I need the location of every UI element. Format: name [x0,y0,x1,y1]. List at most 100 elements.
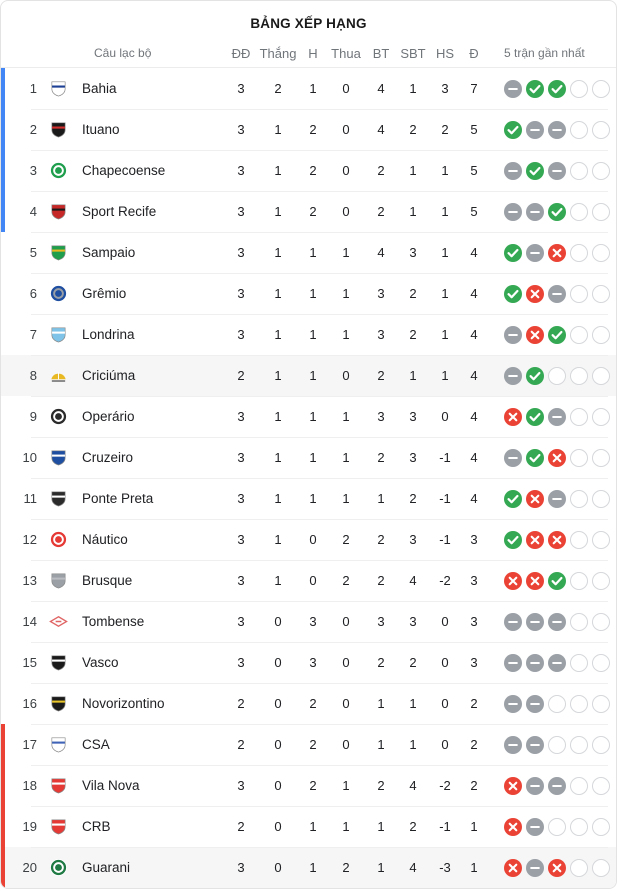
team-name[interactable]: Vila Nova [82,778,140,793]
table-row[interactable]: 1 Bahia 3 2 1 0 4 1 3 7 [1,68,616,109]
points-value: 4 [470,286,478,301]
table-row[interactable]: 15 Vasco 3 0 3 0 2 2 0 3 [1,642,616,683]
table-row[interactable]: 8 Criciúma 2 1 1 0 2 1 1 4 [1,355,616,396]
points-value: 4 [470,409,478,424]
table-row[interactable]: 9 Operário 3 1 1 1 3 3 0 4 [1,396,616,437]
losses-value: 1 [342,245,350,260]
form-badge-loss [526,325,544,344]
form-badge-loss [504,776,522,795]
losses-value: 1 [342,778,350,793]
table-row[interactable]: 18 Vila Nova 3 0 2 1 2 4 -2 2 [1,765,616,806]
team-name[interactable]: Londrina [82,327,135,342]
form-badge-none [592,284,610,303]
table-row[interactable]: 6 Grêmio 3 1 1 1 3 2 1 4 [1,273,616,314]
table-row[interactable]: 19 CRB 2 0 1 1 1 2 -1 1 [1,806,616,847]
zone-indicator-bar [1,273,5,314]
table-row[interactable]: 5 Sampaio 3 1 1 1 4 3 1 4 [1,232,616,273]
losses-value: 0 [342,163,350,178]
team-name[interactable]: CRB [82,819,111,834]
team-name[interactable]: Bahia [82,81,117,96]
form-badge-draw [504,735,522,754]
rank-value: 15 [22,655,37,670]
table-row[interactable]: 10 Cruzeiro 3 1 1 1 2 3 -1 4 [1,437,616,478]
draws-value: 1 [309,819,317,834]
table-row[interactable]: 16 Novorizontino 2 0 2 0 1 1 0 2 [1,683,616,724]
table-row[interactable]: 4 Sport Recife 3 1 2 0 2 1 1 5 [1,191,616,232]
team-name[interactable]: Cruzeiro [82,450,134,465]
form-badge-none [570,817,588,836]
team-name[interactable]: Ituano [82,122,120,137]
form-badge-draw [504,202,522,221]
form-badge-loss [504,571,522,590]
played-value: 2 [237,368,245,383]
form-badge-draw [526,653,544,672]
team-name[interactable]: Sampaio [82,245,136,260]
table-row[interactable]: 7 Londrina 3 1 1 1 3 2 1 4 [1,314,616,355]
team-name[interactable]: Tombense [82,614,145,629]
header-goals-against: SBT [400,45,426,61]
rank-value: 5 [29,245,37,260]
rank-value: 14 [22,614,37,629]
table-row[interactable]: 17 CSA 2 0 2 0 1 1 0 2 [1,724,616,765]
played-value: 3 [237,614,245,629]
recent-form [501,407,616,426]
losses-value: 2 [342,860,350,875]
goals-against-value: 3 [409,245,417,260]
table-row[interactable]: 3 Chapecoense 3 1 2 0 2 1 1 5 [1,150,616,191]
zone-indicator-bar [1,478,5,519]
table-row[interactable]: 2 Ituano 3 1 2 0 4 2 2 5 [1,109,616,150]
goals-for-value: 3 [377,327,385,342]
draws-value: 1 [309,327,317,342]
form-badge-none [570,448,588,467]
losses-value: 0 [342,614,350,629]
chapecoense-crest [43,161,73,180]
goals-for-value: 4 [377,81,385,96]
team-name[interactable]: Grêmio [82,286,127,301]
team-name[interactable]: Ponte Preta [82,491,154,506]
losses-value: 1 [342,819,350,834]
team-name[interactable]: Vasco [82,655,119,670]
draws-value: 1 [309,245,317,260]
goals-against-value: 3 [409,532,417,547]
goals-for-value: 2 [377,778,385,793]
team-name[interactable]: Novorizontino [82,696,165,711]
draws-value: 2 [309,163,317,178]
recent-form [501,325,616,344]
zone-indicator-bar [1,765,5,806]
zone-indicator-bar [1,355,5,396]
goals-for-value: 4 [377,122,385,137]
team-name[interactable]: CSA [82,737,110,752]
table-row[interactable]: 14 Tombense 3 0 3 0 3 3 0 3 [1,601,616,642]
points-value: 3 [470,614,478,629]
goals-against-value: 1 [409,204,417,219]
played-value: 3 [237,409,245,424]
team-name[interactable]: Operário [82,409,135,424]
form-badge-draw [526,243,544,262]
team-name[interactable]: Sport Recife [82,204,157,219]
recent-form [501,202,616,221]
form-badge-draw [548,612,566,631]
goals-for-value: 3 [377,614,385,629]
team-name[interactable]: Chapecoense [82,163,166,178]
header-form: 5 trận gần nhất [504,46,585,60]
played-value: 3 [237,286,245,301]
form-badge-loss [548,448,566,467]
table-row[interactable]: 12 Náutico 3 1 0 2 2 3 -1 3 [1,519,616,560]
page-title: BẢNG XẾP HẠNG [250,16,367,31]
table-row[interactable]: 13 Brusque 3 1 0 2 2 4 -2 3 [1,560,616,601]
rank-value: 4 [29,204,37,219]
form-badge-none [570,161,588,180]
goals-against-value: 2 [409,286,417,301]
table-row[interactable]: 20 Guarani 3 0 1 2 1 4 -3 1 [1,847,616,888]
team-name[interactable]: Guarani [82,860,131,875]
team-name[interactable]: Náutico [82,532,128,547]
draws-value: 3 [309,614,317,629]
goal-difference-value: 0 [441,614,449,629]
goals-for-value: 1 [377,860,385,875]
team-name[interactable]: Criciúma [82,368,136,383]
form-badge-none [592,407,610,426]
table-row[interactable]: 11 Ponte Preta 3 1 1 1 1 2 -1 4 [1,478,616,519]
rank-value: 16 [22,696,37,711]
zone-indicator-bar [1,191,5,232]
team-name[interactable]: Brusque [82,573,133,588]
